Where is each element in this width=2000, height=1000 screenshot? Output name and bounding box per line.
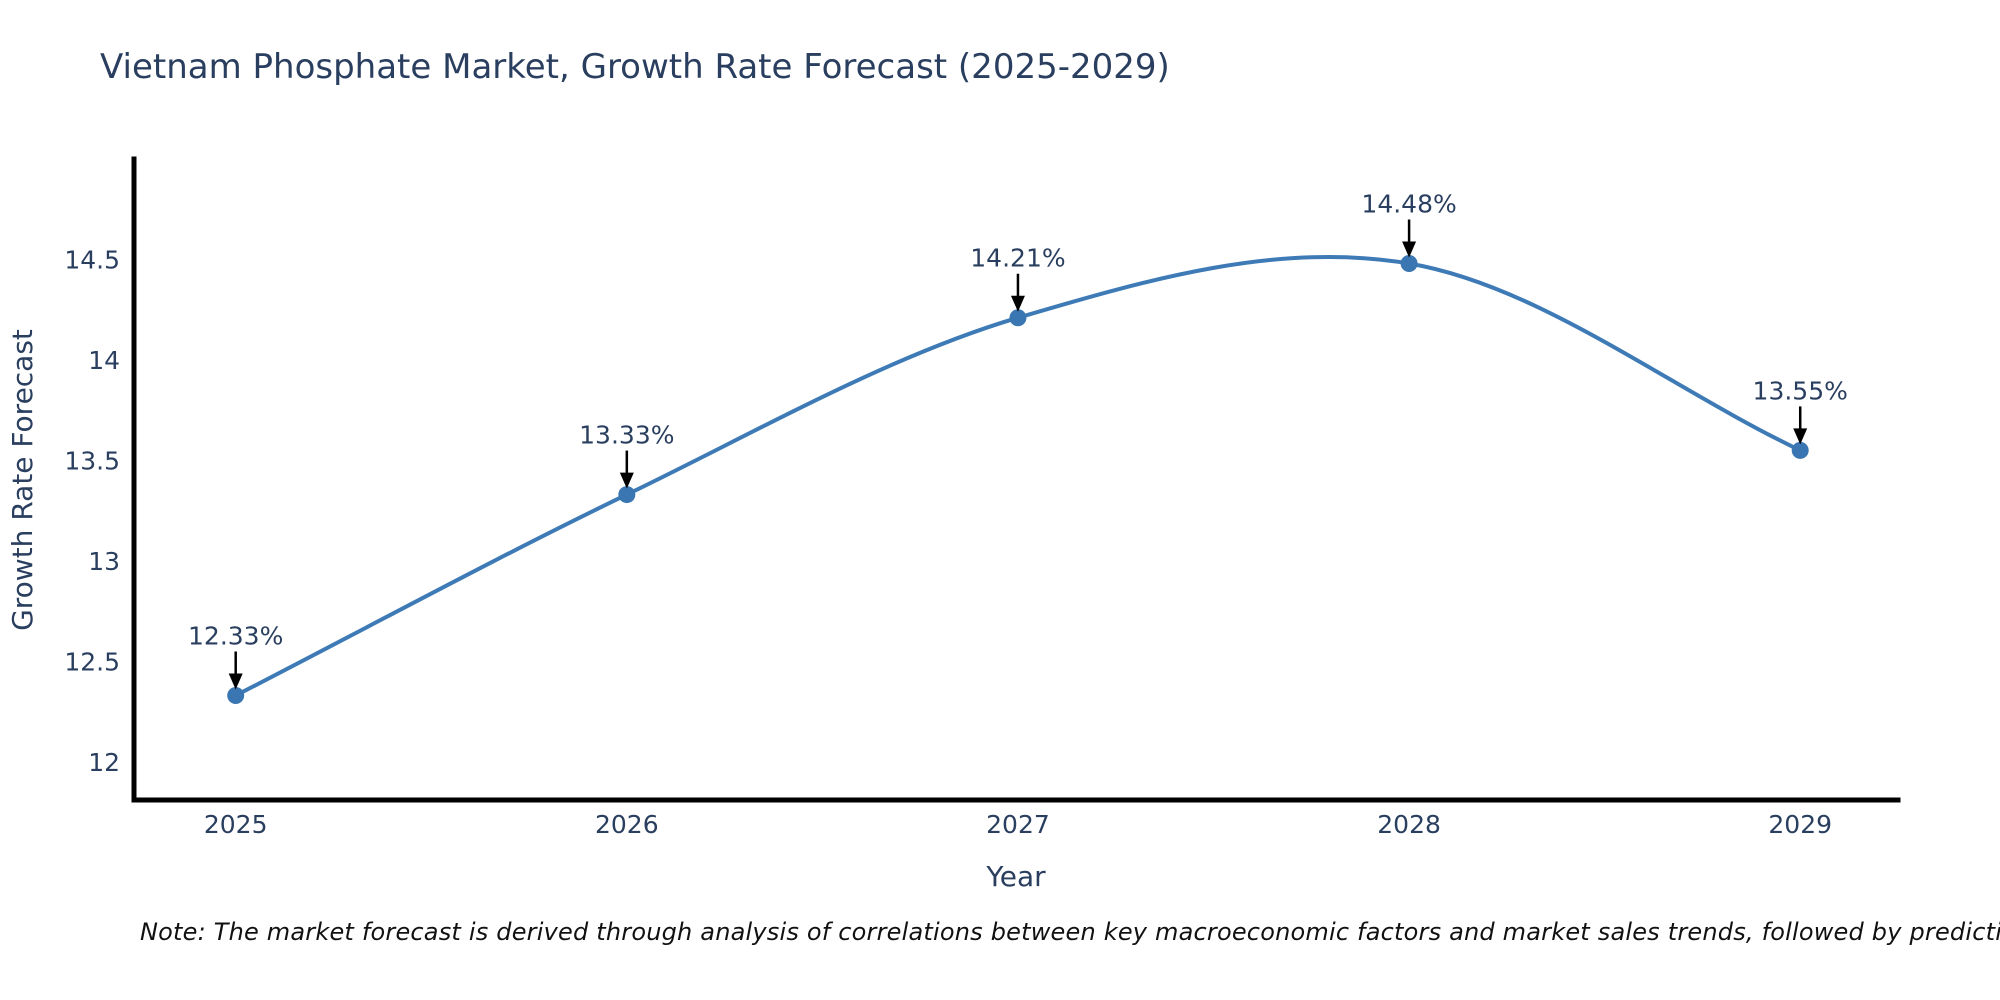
y-axis-ticks: 12 12.5 13 13.5 14 14.5 [64,245,120,776]
data-point[interactable] [1400,254,1418,272]
x-tick-label: 2026 [595,810,659,839]
annotation-arrowhead-icon [619,472,634,489]
y-axis-label: Growth Rate Forecast [6,329,39,631]
data-point-label: 13.55% [1753,376,1848,405]
data-point-label: 14.21% [970,244,1065,273]
data-point-annotations: 12.33% 13.33% 14.21% 14.48% 13.55% [188,189,1848,690]
y-tick-label: 14 [88,346,120,375]
x-axis-ticks: 2025 2026 2027 2028 2029 [204,810,1832,839]
x-tick-label: 2029 [1768,810,1832,839]
data-point-label: 14.48% [1361,189,1456,218]
data-point-label: 12.33% [188,622,283,651]
x-tick-label: 2027 [986,810,1050,839]
y-tick-label: 12 [88,748,120,777]
trend-line-series [227,254,1809,705]
x-tick-label: 2025 [204,810,268,839]
data-point-label: 13.33% [579,421,674,450]
x-tick-label: 2028 [1377,810,1441,839]
annotation-arrowhead-icon [228,673,243,690]
annotation-arrowhead-icon [1010,295,1025,312]
x-axis-label: Year [985,860,1046,893]
y-tick-label: 13 [88,547,120,576]
annotation-arrowhead-icon [1402,241,1417,258]
data-point[interactable] [1009,309,1027,327]
y-tick-label: 13.5 [64,446,120,475]
y-tick-label: 12.5 [64,647,120,676]
footnote: Note: The market forecast is derived thr… [140,918,2000,946]
y-tick-label: 14.5 [64,245,120,274]
data-point[interactable] [618,486,636,504]
annotation-arrowhead-icon [1793,428,1808,445]
data-point[interactable] [1791,441,1809,459]
data-point[interactable] [227,687,245,705]
chart-title: Vietnam Phosphate Market, Growth Rate Fo… [100,47,1170,87]
